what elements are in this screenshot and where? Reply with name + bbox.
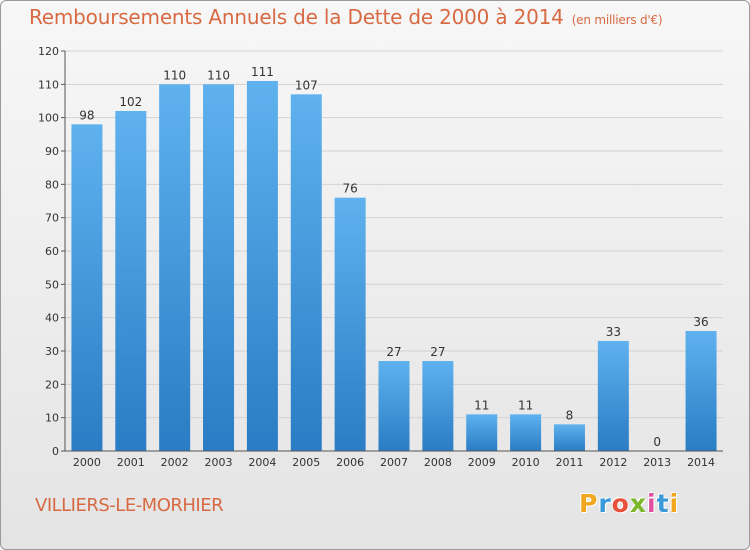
y-tick-label: 60	[45, 245, 59, 258]
x-tick-label: 2006	[336, 456, 364, 469]
proxiti-logo: Proxiti	[579, 489, 679, 518]
value-label: 107	[295, 78, 318, 92]
x-tick-label: 2014	[687, 456, 715, 469]
y-tick-label: 80	[45, 178, 59, 191]
bar-2009	[466, 414, 498, 451]
logo-letter: x	[629, 489, 647, 518]
bars: 98 102 110 110 111 107 76 27 27 11 11 8 33 0 36	[71, 65, 717, 451]
title-text: Remboursements Annuels de la Dette de 20…	[29, 5, 564, 29]
value-label: 110	[163, 68, 186, 82]
logo-letter: i	[647, 489, 657, 518]
value-label: 102	[119, 95, 142, 109]
unit-note: (en milliers d'€)	[571, 13, 663, 27]
value-label: 33	[606, 325, 621, 339]
y-tick-label: 100	[38, 112, 59, 125]
bar-2000	[71, 124, 103, 451]
x-tick-label: 2010	[512, 456, 540, 469]
value-label: 36	[693, 315, 708, 329]
value-label: 11	[518, 398, 533, 412]
y-tick-label: 40	[45, 312, 59, 325]
y-tick-label: 20	[45, 378, 59, 391]
value-label: 110	[207, 68, 230, 82]
y-axis: 0 10 20 30 40 50 60 70 80 90 100 110 120	[38, 45, 66, 458]
bar-2005	[290, 94, 322, 451]
logo-letter: i	[669, 489, 680, 518]
x-tick-label: 2002	[161, 456, 189, 469]
value-label: 8	[566, 408, 574, 422]
y-tick-label: 70	[45, 212, 59, 225]
x-tick-label: 2007	[380, 456, 408, 469]
bar-2004	[246, 81, 278, 451]
bar-2007	[378, 361, 410, 451]
bar-2008	[422, 361, 454, 451]
bar-2011	[553, 424, 585, 451]
bar-2012	[597, 341, 629, 451]
x-tick-label: 2012	[599, 456, 627, 469]
y-tick-label: 110	[38, 78, 59, 91]
value-label: 111	[251, 65, 274, 79]
bar-2014	[685, 331, 717, 451]
x-tick-label: 2004	[248, 456, 276, 469]
y-tick-label: 0	[52, 445, 59, 458]
value-label: 27	[430, 345, 445, 359]
bar-2010	[510, 414, 542, 451]
bar-2002	[159, 84, 191, 451]
x-tick-label: 2003	[205, 456, 233, 469]
y-tick-label: 30	[45, 345, 59, 358]
y-tick-label: 120	[38, 45, 59, 58]
x-tick-label: 2005	[292, 456, 320, 469]
value-label: 76	[342, 182, 357, 196]
value-label: 27	[386, 345, 401, 359]
y-tick-label: 10	[45, 412, 59, 425]
y-tick-label: 90	[45, 145, 59, 158]
x-tick-label: 2008	[424, 456, 452, 469]
logo-letter: o	[611, 489, 630, 518]
x-tick-label: 2001	[117, 456, 145, 469]
x-tick-label: 2011	[555, 456, 583, 469]
x-tick-label: 2013	[643, 456, 671, 469]
x-tick-label: 2009	[468, 456, 496, 469]
value-label: 98	[79, 108, 94, 122]
logo-letter: r	[598, 489, 612, 518]
location-name: VILLIERS-LE-MORHIER	[35, 495, 224, 516]
value-label: 11	[474, 398, 489, 412]
x-axis: 2000 2001 2002 2003 2004 2005 2006 2007 2008 2009…	[65, 450, 723, 469]
bar-2003	[203, 84, 235, 451]
value-label: 0	[653, 435, 661, 449]
chart-title: Remboursements Annuels de la Dette de 20…	[29, 5, 663, 29]
x-tick-label: 2000	[73, 456, 101, 469]
y-tick-label: 50	[45, 278, 59, 291]
bar-2006	[334, 197, 366, 451]
logo-letter: P	[579, 489, 599, 518]
logo-letter: t	[656, 489, 670, 518]
bar-2001	[115, 111, 147, 451]
